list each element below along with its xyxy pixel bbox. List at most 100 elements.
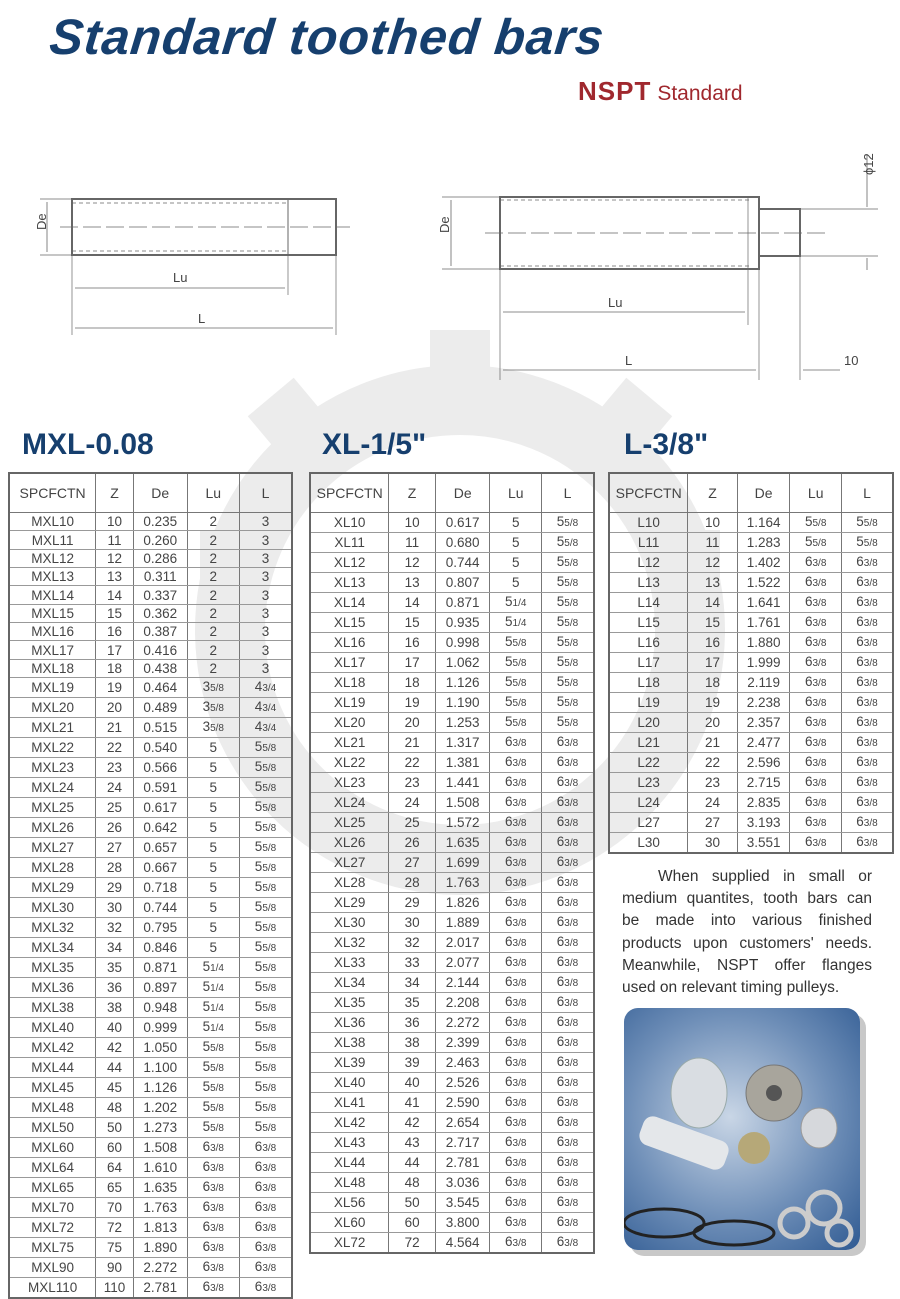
table-cell: 63/8	[239, 1177, 293, 1199]
table-cell: 63/8	[489, 952, 542, 973]
table-cell: L12	[608, 552, 689, 573]
table-cell: 63/8	[239, 1137, 293, 1159]
table-cell: 2	[186, 622, 241, 642]
table-cell: 28	[95, 857, 134, 879]
table-cell: 55/8	[540, 632, 595, 653]
table-cell: 51/4	[186, 1017, 241, 1039]
table-cell: 0.999	[132, 1017, 188, 1039]
table-cell: 0.566	[132, 757, 188, 779]
table-cell: MXL72	[8, 1217, 97, 1239]
table-row: L10 10 1.164 55/8 55/8	[608, 512, 894, 533]
table-row: MXL40 40 0.999 51/4 55/8	[8, 1017, 293, 1039]
table-cell: 63/8	[840, 772, 894, 793]
table-cell: 63/8	[840, 692, 894, 713]
table-cell: 1.999	[736, 652, 791, 673]
table-row: MXL42 42 1.050 55/8 55/8	[8, 1037, 293, 1059]
table-cell: 35	[95, 957, 134, 979]
column-header: Lu	[186, 472, 241, 513]
table-row: L27 27 3.193 63/8 63/8	[608, 812, 894, 833]
table-cell: MXL15	[8, 604, 97, 624]
table-row: XL38 38 2.399 63/8 63/8	[309, 1032, 595, 1053]
table-cell: 55/8	[540, 692, 595, 713]
table-cell: 0.744	[434, 552, 491, 573]
table-cell: 16	[388, 632, 436, 653]
table-cell: XL39	[309, 1052, 390, 1073]
table-cell: 55/8	[540, 592, 595, 613]
table-cell: MXL22	[8, 737, 97, 759]
table-row: MXL29 29 0.718 5 55/8	[8, 877, 293, 899]
table-cell: MXL16	[8, 622, 97, 642]
table-cell: 55/8	[239, 1117, 293, 1139]
table-cell: 1.508	[132, 1137, 188, 1159]
table-cell: 0.846	[132, 937, 188, 959]
table-cell: 63/8	[789, 792, 842, 813]
table-cell: MXL18	[8, 659, 97, 679]
table-cell: 63/8	[789, 572, 842, 593]
table-cell: 63/8	[540, 772, 595, 793]
table-cell: 55/8	[239, 997, 293, 1019]
table-cell: XL24	[309, 792, 390, 813]
table-cell: 63/8	[840, 812, 894, 833]
table-cell: 43/4	[239, 677, 293, 699]
table-cell: XL35	[309, 992, 390, 1013]
table-cell: 0.591	[132, 777, 188, 799]
table-cell: 2.654	[434, 1112, 491, 1133]
table-cell: MXL110	[8, 1277, 97, 1299]
table-cell: 51/4	[186, 977, 241, 999]
table-header-row: SPCFCTN Z De Lu L	[309, 472, 595, 513]
table-cell: MXL38	[8, 997, 97, 1019]
table-row: XL18 18 1.126 55/8 55/8	[309, 672, 595, 693]
table-cell: 0.948	[132, 997, 188, 1019]
table-cell: L19	[608, 692, 689, 713]
table-cell: XL34	[309, 972, 390, 993]
table-cell: 63/8	[239, 1277, 293, 1299]
table-cell: 24	[687, 792, 738, 813]
table-row: XL25 25 1.572 63/8 63/8	[309, 812, 595, 833]
table-cell: 90	[95, 1257, 134, 1279]
table-row: MXL11 11 0.260 2 3	[8, 530, 293, 550]
table-cell: L20	[608, 712, 689, 733]
table-cell: 0.667	[132, 857, 188, 879]
table-cell: MXL27	[8, 837, 97, 859]
table-cell: 0.998	[434, 632, 491, 653]
table-cell: L16	[608, 632, 689, 653]
table-cell: 1.635	[434, 832, 491, 853]
table-cell: 55/8	[540, 572, 595, 593]
table-cell: 55/8	[239, 737, 293, 759]
table-cell: 55/8	[489, 712, 542, 733]
table-cell: 20	[95, 697, 134, 719]
table-row: XL44 44 2.781 63/8 63/8	[309, 1152, 595, 1173]
table-row: L21 21 2.477 63/8 63/8	[608, 732, 894, 753]
table-row: MXL60 60 1.508 63/8 63/8	[8, 1137, 293, 1159]
table-cell: XL10	[309, 512, 390, 533]
table-cell: 1.283	[736, 532, 791, 553]
l-label: L	[198, 311, 205, 326]
table-cell: 12	[687, 552, 738, 573]
table-cell: 63/8	[239, 1157, 293, 1179]
table-cell: 28	[388, 872, 436, 893]
table-cell: 51/4	[186, 997, 241, 1019]
table-row: XL41 41 2.590 63/8 63/8	[309, 1092, 595, 1113]
table-cell: 55/8	[239, 797, 293, 819]
table-cell: 5	[186, 757, 241, 779]
table-row: MXL75 75 1.890 63/8 63/8	[8, 1237, 293, 1259]
table-cell: 0.311	[132, 567, 188, 587]
table-row: L12 12 1.402 63/8 63/8	[608, 552, 894, 573]
table-cell: 1.763	[434, 872, 491, 893]
table-cell: 60	[95, 1137, 134, 1159]
table-cell: 63/8	[540, 932, 595, 953]
table-cell: 0.438	[132, 659, 188, 679]
table-cell: 1.273	[132, 1117, 188, 1139]
table-cell: 63/8	[789, 812, 842, 833]
table-cell: XL13	[309, 572, 390, 593]
table-row: XL17 17 1.062 55/8 55/8	[309, 652, 595, 673]
table-cell: 3	[239, 567, 293, 587]
pulleys-and-belts-image	[622, 1057, 854, 1248]
table-cell: 63/8	[540, 832, 595, 853]
table-cell: 5	[186, 917, 241, 939]
table-cell: MXL90	[8, 1257, 97, 1279]
table-cell: 2.077	[434, 952, 491, 973]
table-cell: XL18	[309, 672, 390, 693]
table-cell: 63/8	[789, 592, 842, 613]
table-cell: XL30	[309, 912, 390, 933]
